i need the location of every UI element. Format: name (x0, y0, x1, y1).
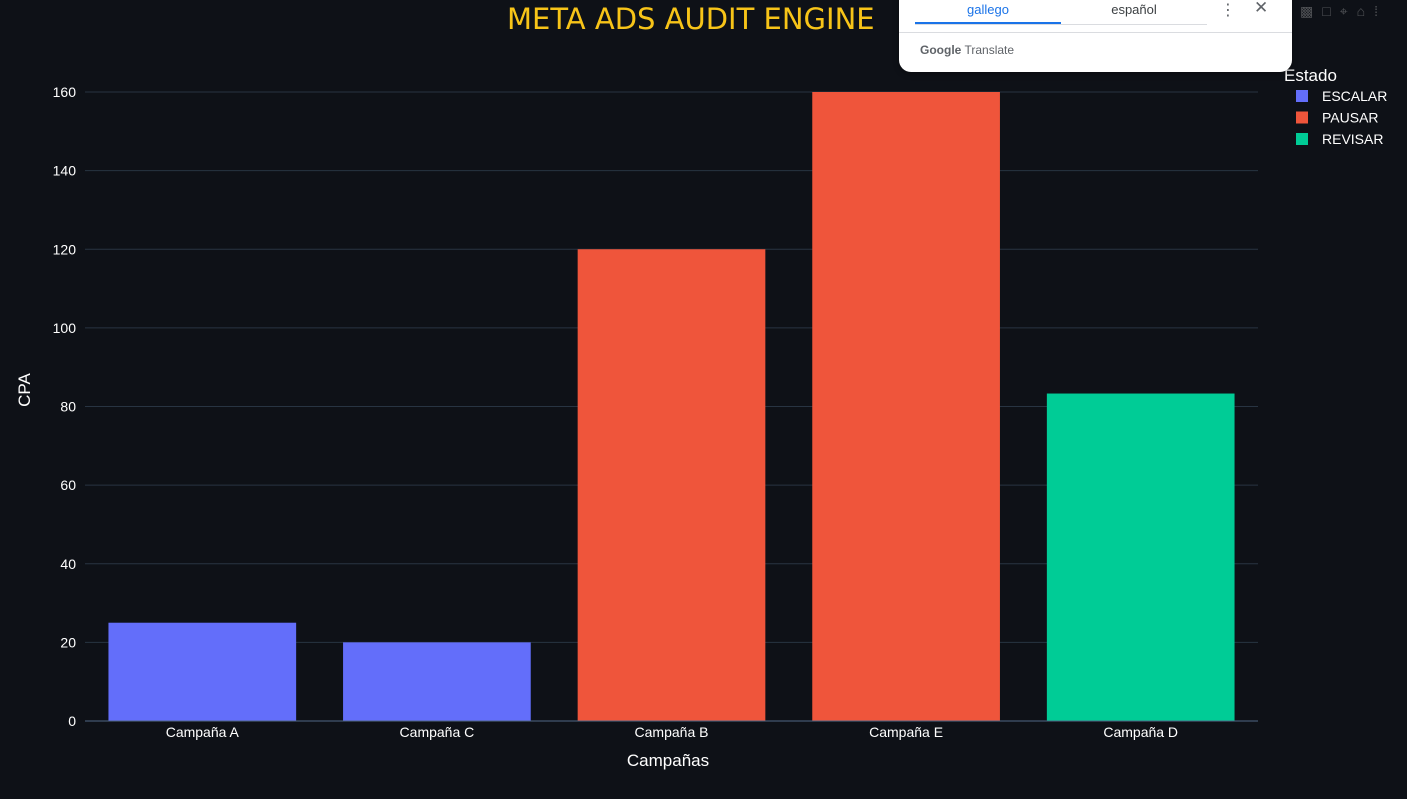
legend-swatch[interactable] (1296, 133, 1308, 145)
plotly-logo-icon[interactable]: ⁞ (1374, 3, 1378, 19)
more-vert-icon[interactable]: ⋮ (1220, 2, 1236, 19)
legend-swatch[interactable] (1296, 90, 1308, 102)
autoscale-icon[interactable]: ⌖ (1339, 3, 1348, 19)
plot-modebar[interactable]: ▩ □ ⌖ ⌂ ⁞ (1300, 2, 1378, 20)
divider (899, 32, 1292, 33)
y-axis-title: CPA (15, 372, 34, 406)
y-tick-label: 20 (60, 634, 76, 650)
translate-language-tabs: gallego español (915, 0, 1207, 25)
translate-popup: gallego español ⋮ ✕ Google Translate (899, 0, 1292, 72)
legend-item-label[interactable]: ESCALAR (1322, 88, 1387, 104)
tab-source-language[interactable]: gallego (915, 0, 1061, 24)
bar[interactable] (343, 642, 531, 721)
x-tick-label: Campaña E (869, 724, 943, 740)
home-icon[interactable]: ⌂ (1356, 3, 1366, 19)
x-tick-label: Campaña C (400, 724, 475, 740)
close-icon[interactable]: ✕ (1254, 0, 1269, 17)
bar[interactable] (812, 92, 1000, 721)
y-tick-label: 40 (60, 556, 76, 572)
legend-item-label[interactable]: REVISAR (1322, 131, 1383, 147)
tab-target-language[interactable]: español (1111, 2, 1157, 17)
legend-title: Estado (1284, 66, 1337, 85)
google-translate-brand: Google Translate (920, 43, 1015, 57)
axes: 0 20 40 60 80 100 120 140 160 Campaña A Campaña C C… (53, 84, 1258, 740)
x-tick-label: Campaña B (635, 724, 709, 740)
y-tick-label: 140 (53, 163, 77, 179)
y-tick-label: 160 (53, 84, 77, 100)
zoom-icon[interactable]: □ (1322, 3, 1331, 19)
legend-item-label[interactable]: PAUSAR (1322, 110, 1379, 126)
legend: Estado ESCALAR PAUSAR REVISAR (1284, 66, 1387, 147)
y-tick-label: 0 (68, 713, 76, 729)
bar[interactable] (108, 622, 297, 721)
x-axis-title: Campañas (627, 751, 709, 770)
bar[interactable] (577, 249, 766, 721)
y-tick-label: 120 (53, 241, 77, 257)
x-tick-label: Campaña A (166, 724, 240, 740)
y-tick-label: 60 (60, 477, 76, 493)
legend-swatch[interactable] (1296, 111, 1308, 124)
y-tick-label: 80 (60, 399, 76, 415)
bar[interactable] (1046, 393, 1235, 721)
y-tick-label: 100 (53, 320, 77, 336)
download-icon[interactable]: ▩ (1300, 3, 1314, 19)
bars (108, 92, 1235, 721)
chart-title: META ADS AUDIT ENGINE (507, 2, 875, 36)
x-tick-label: Campaña D (1103, 724, 1178, 740)
